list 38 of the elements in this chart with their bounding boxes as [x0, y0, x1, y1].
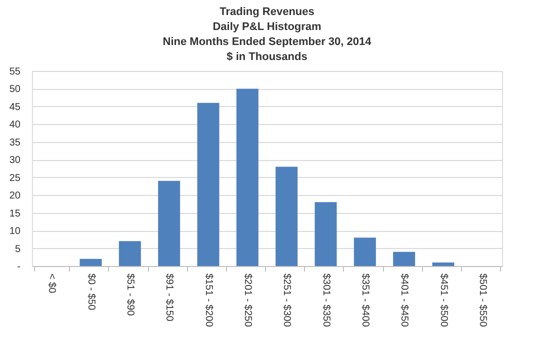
text: $ in Thousands	[226, 51, 308, 63]
y-tick-label: 15	[9, 208, 21, 220]
y-tick-label: -	[17, 262, 20, 272]
x-tick-label: $201 - $250	[242, 274, 253, 328]
bar	[118, 241, 141, 266]
bar	[314, 202, 337, 266]
bar	[276, 166, 298, 266]
x-tick-label: $401 - $450	[398, 274, 410, 328]
text: Daily P&L Histogram	[212, 21, 322, 33]
x-tick-label: $301 - $350	[320, 274, 332, 328]
bar	[158, 180, 180, 266]
bar	[432, 262, 454, 266]
y-tick-label: 35	[9, 137, 21, 148]
bar	[80, 258, 102, 266]
text: Trading Revenues	[220, 6, 314, 18]
y-tick-label: 55	[9, 66, 21, 78]
x-tick-label: $51 - $90	[124, 274, 136, 316]
y-tick-label: 40	[9, 120, 21, 131]
y-tick-label: 30	[9, 155, 21, 166]
bar	[236, 88, 258, 266]
y-tick-label: 50	[9, 84, 21, 96]
y-tick-label: 45	[9, 102, 21, 113]
x-tick-label: < $0	[46, 274, 58, 294]
x-tick-label: $151 - $200	[202, 274, 214, 328]
x-tick-label: $91 - $150	[164, 274, 175, 322]
x-tick-label: $251 - $300	[281, 274, 292, 328]
bar	[354, 238, 376, 266]
x-tick-label: $451 - $500	[438, 274, 449, 328]
y-tick-label: 5	[14, 244, 21, 255]
x-tick-label: $0 - $50	[85, 274, 96, 311]
x-tick-label: $351 - $400	[359, 274, 370, 328]
x-tick-label: $501 - $550	[476, 274, 488, 328]
bar	[197, 102, 220, 266]
y-tick-label: 20	[9, 190, 21, 202]
bar	[393, 252, 416, 266]
y-tick-label: 10	[9, 226, 21, 238]
text: Nine Months Ended September 30, 2014	[162, 36, 372, 48]
y-tick-label: 25	[9, 172, 21, 184]
